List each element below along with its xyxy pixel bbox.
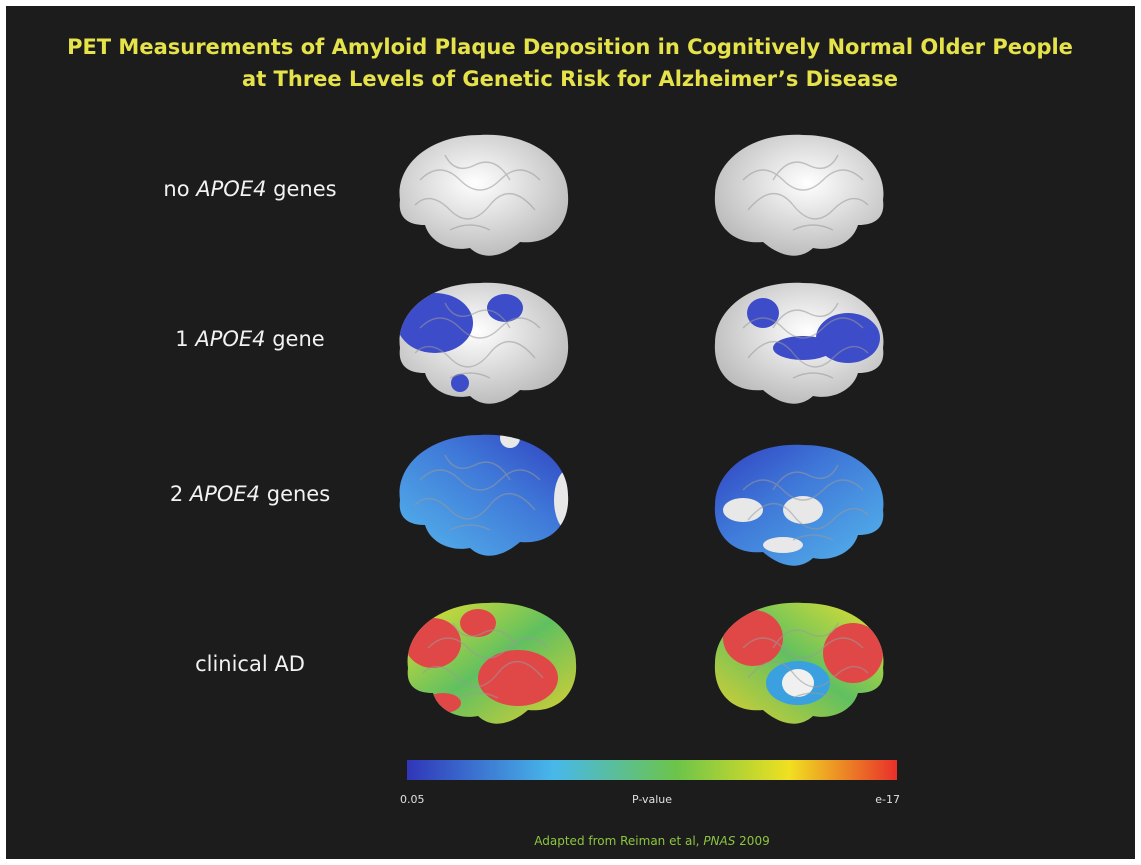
text-segment: 2009 [735,834,769,848]
text-segment: genes [266,177,336,201]
text-segment: APOE4 [194,177,266,201]
text-segment: APOE4 [188,482,260,506]
title-line: PET Measurements of Amyloid Plaque Depos… [67,35,1073,59]
row-label: no APOE4 genes [163,177,336,201]
text-segment: APOE4 [193,327,265,351]
text-segment: no [163,177,196,201]
colorbar [407,760,897,780]
text-segment: gene [266,327,325,351]
colorbar-high-label: e-17 [875,793,900,806]
colorbar-title: P-value [632,793,672,806]
row-label: clinical AD [195,652,305,676]
citation: Adapted from Reiman et al, PNAS 2009 [534,834,769,848]
text-segment: Adapted from Reiman et al, [534,834,703,848]
text-segment: genes [260,482,330,506]
text-segment: clinical AD [195,652,305,676]
text-segment: 1 [175,327,195,351]
row-label: 1 APOE4 gene [175,327,324,351]
background [6,6,1135,859]
colorbar-low-label: 0.05 [400,793,425,806]
text-segment: 2 [170,482,190,506]
title-line: at Three Levels of Genetic Risk for Alzh… [242,67,898,91]
figure: PET Measurements of Amyloid Plaque Depos… [0,0,1141,865]
text-segment: PNAS [703,834,735,848]
row-label: 2 APOE4 genes [170,482,330,506]
